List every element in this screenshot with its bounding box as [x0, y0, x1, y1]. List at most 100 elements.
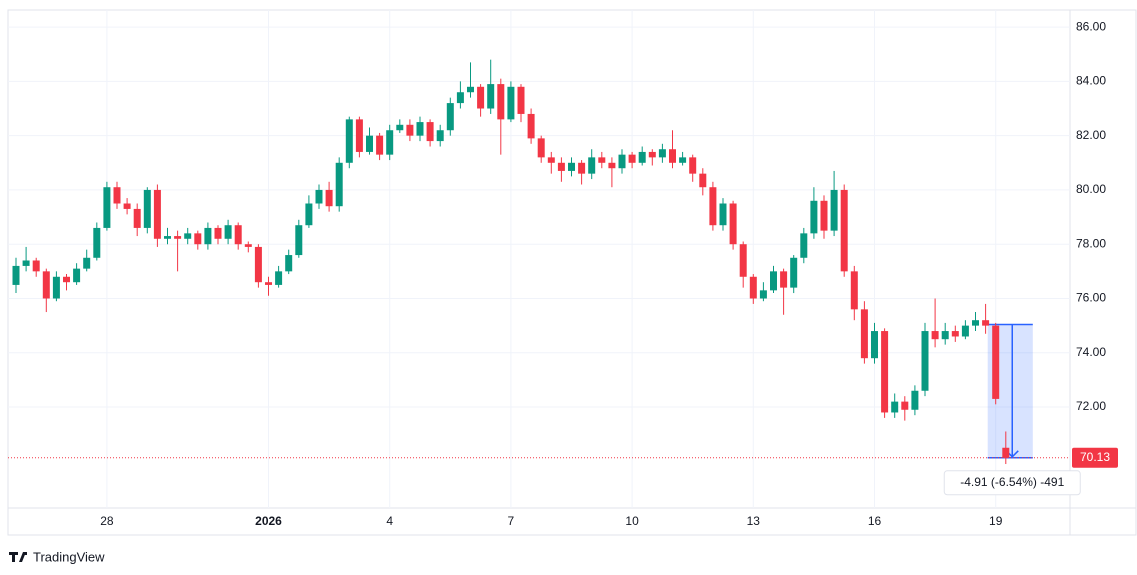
- candle-body: [911, 390, 919, 410]
- chart-frame: [7, 9, 1137, 536]
- x-tick-label: 4: [386, 514, 393, 528]
- y-tick-label: 78.00: [1076, 236, 1106, 250]
- candle-body: [648, 151, 656, 158]
- candle-body: [850, 271, 858, 310]
- candle-body: [194, 233, 202, 245]
- candle-body: [32, 260, 40, 272]
- candle-body: [628, 154, 636, 163]
- candle-body: [800, 233, 808, 258]
- candle-body: [224, 225, 232, 239]
- y-tick-label: 86.00: [1076, 19, 1106, 33]
- candle-body: [477, 86, 485, 109]
- candle-body: [63, 276, 70, 283]
- candle-body: [709, 187, 717, 226]
- candle-body: [164, 236, 171, 239]
- candle-body: [901, 401, 909, 410]
- candle-body: [93, 227, 101, 258]
- candle-body: [871, 331, 878, 359]
- candle-body: [244, 244, 252, 247]
- candle-body: [527, 113, 535, 139]
- candle-body: [22, 260, 30, 266]
- y-tick-label: 74.00: [1076, 345, 1106, 359]
- candle-body: [315, 189, 323, 204]
- candle-body: [507, 86, 515, 120]
- candle-body: [42, 271, 50, 299]
- candle-body: [840, 189, 848, 272]
- candle-body: [537, 138, 545, 158]
- candle-body: [436, 130, 444, 142]
- candle-body: [588, 157, 596, 174]
- y-tick-label: 82.00: [1076, 128, 1106, 142]
- y-tick-label: 76.00: [1076, 291, 1106, 305]
- x-tick-label: 28: [100, 514, 114, 528]
- candle-body: [123, 203, 131, 209]
- candle-body: [497, 84, 505, 120]
- candle-body: [568, 162, 575, 171]
- candle-body: [810, 200, 818, 234]
- x-tick-label: 2026: [255, 514, 282, 528]
- candle-body: [416, 122, 424, 136]
- candle-body: [951, 331, 959, 337]
- y-tick-label: 72.00: [1076, 399, 1106, 413]
- candle-body: [386, 130, 394, 155]
- x-tick-label: 19: [989, 514, 1003, 528]
- candle-body: [254, 246, 262, 283]
- candle-body: [153, 189, 161, 239]
- candle-body: [992, 325, 1000, 399]
- candle-body: [1002, 447, 1010, 458]
- candle-body: [638, 151, 646, 163]
- logo: [9, 552, 27, 562]
- candle-body: [739, 244, 747, 277]
- candle-body: [719, 203, 727, 226]
- candle-body: [325, 189, 333, 207]
- candle-body: [487, 84, 495, 109]
- last-price-badge: [1072, 447, 1118, 468]
- candle-body: [376, 135, 384, 155]
- candle-body: [891, 401, 899, 413]
- candle-body: [305, 203, 313, 226]
- candle-body: [456, 92, 464, 104]
- candle-body: [608, 162, 616, 169]
- candle-body: [830, 189, 838, 231]
- candle-body: [396, 124, 404, 131]
- x-tick-label: 7: [508, 514, 515, 528]
- candle-body: [618, 154, 626, 169]
- candle-body: [103, 187, 111, 228]
- candle-body: [972, 320, 979, 326]
- candle-body: [12, 265, 20, 285]
- measure-label: -4.91 (-6.54%) -491: [960, 475, 1064, 489]
- candle-body: [143, 189, 151, 228]
- candle-body: [759, 290, 767, 299]
- measure-label-box: [943, 470, 1081, 496]
- candle-body: [689, 157, 697, 174]
- grid: [8, 10, 1070, 508]
- candle-body: [335, 162, 343, 207]
- x-tick-label: 10: [625, 514, 639, 528]
- candle-body: [83, 257, 91, 269]
- candle-body: [345, 119, 353, 163]
- candle-body: [790, 257, 798, 288]
- candle-body: [598, 157, 606, 163]
- candle-body: [184, 233, 192, 239]
- candle-body: [881, 331, 889, 413]
- candle-body: [749, 276, 757, 299]
- candle-body: [214, 227, 222, 239]
- candle-body: [931, 331, 939, 340]
- y-tick-label: 84.00: [1076, 74, 1106, 88]
- candle-body: [547, 157, 555, 163]
- candle-body: [446, 103, 454, 131]
- candle-body: [679, 157, 687, 163]
- candle-body: [669, 149, 676, 163]
- candle-body: [517, 86, 525, 114]
- candle-body: [52, 276, 60, 299]
- x-tick-label: 13: [747, 514, 761, 528]
- candle-body: [426, 122, 434, 142]
- candle-body: [982, 320, 990, 326]
- candle-body: [366, 135, 373, 152]
- brand: TradingView: [33, 549, 105, 564]
- candle-body: [557, 162, 565, 171]
- candle-body: [265, 282, 272, 285]
- candle-body: [941, 331, 949, 340]
- last-price-label: 70.13: [1080, 450, 1110, 464]
